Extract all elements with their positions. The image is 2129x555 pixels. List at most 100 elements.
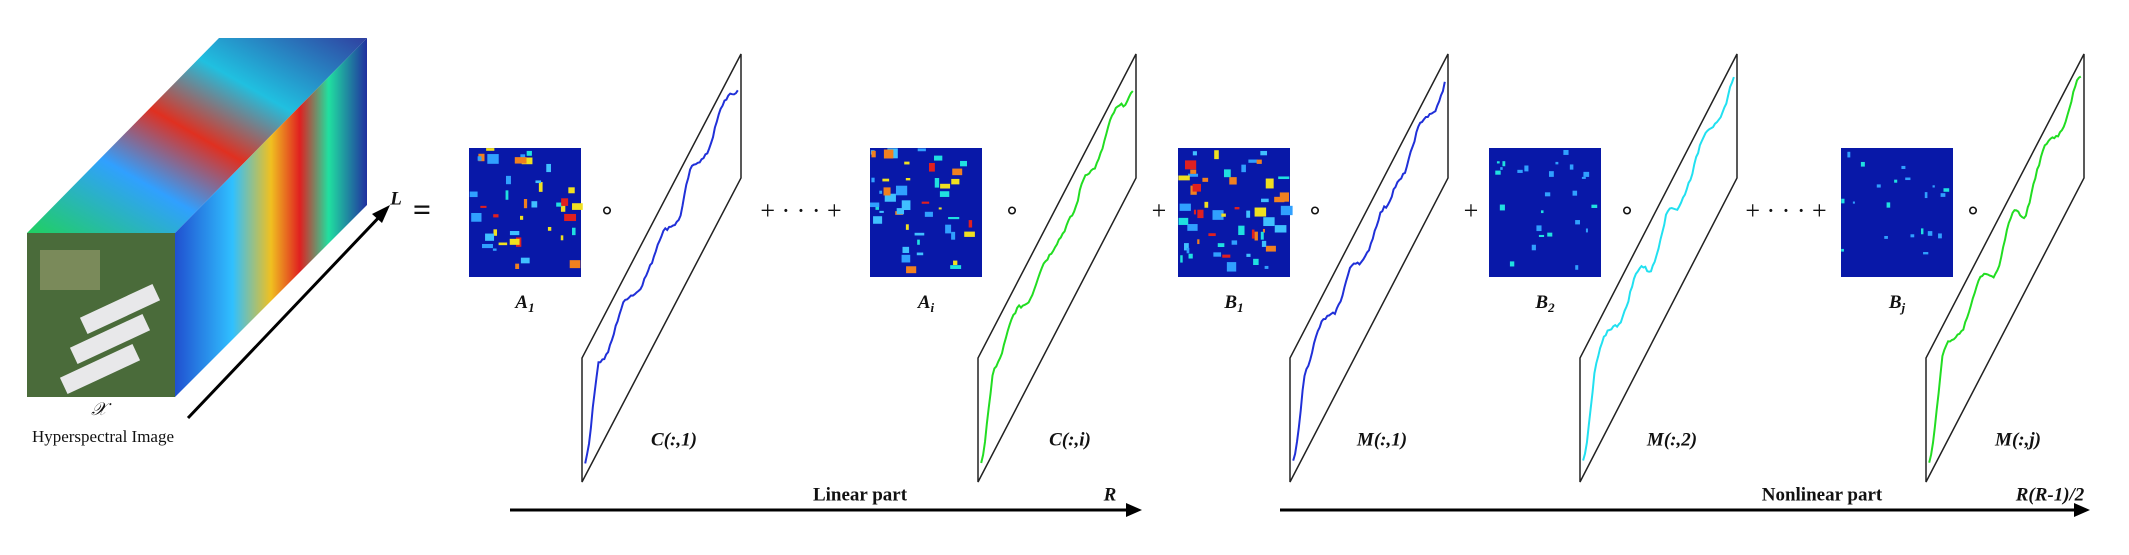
map-speck: [901, 254, 911, 263]
axis-l: [186, 210, 386, 420]
operator: ∘: [1619, 196, 1635, 225]
map-speck: [924, 211, 933, 217]
map-speck: [1585, 228, 1588, 233]
map-speck: [1212, 210, 1224, 220]
map-label: Ai: [917, 292, 935, 315]
part-end: R(R-1)/2: [2015, 484, 2085, 505]
map-speck: [1265, 178, 1274, 189]
map-speck: [1499, 204, 1505, 211]
part-end: R: [1103, 484, 1117, 505]
map-speck: [1180, 255, 1183, 263]
map-speck: [1226, 262, 1237, 272]
map-speck: [1187, 224, 1198, 231]
map-speck: [1569, 164, 1574, 170]
map-speck: [1260, 231, 1264, 240]
map-speck: [1509, 261, 1515, 267]
part-label: Nonlinear part: [1762, 484, 1883, 505]
map-speck: [1841, 248, 1844, 252]
map-speck: [1575, 265, 1579, 270]
map-speck: [914, 232, 925, 236]
map-speck: [520, 215, 524, 220]
label-main: A: [514, 292, 528, 313]
map-speck: [569, 260, 581, 269]
map-speck: [546, 163, 551, 173]
profile-panel: [977, 53, 1137, 483]
map-speck: [498, 242, 508, 246]
map-speck: [879, 210, 884, 213]
map-speck: [905, 224, 909, 230]
map-speck: [879, 190, 883, 194]
map-speck: [514, 157, 527, 164]
map-speck: [934, 155, 943, 161]
map-speck: [1246, 253, 1251, 257]
abundance-map: [1489, 148, 1601, 277]
map-speck: [1555, 161, 1559, 165]
operator: + · · · +: [760, 196, 841, 225]
map-speck: [556, 202, 563, 207]
arrow-head: [2074, 503, 2090, 517]
label-main: B: [1534, 292, 1548, 313]
operator: + · · · +: [1745, 196, 1826, 225]
map-speck: [921, 201, 930, 204]
abundance-map: [870, 148, 982, 277]
label-main: B: [1888, 292, 1902, 313]
map-speck: [952, 168, 963, 176]
map-speck: [904, 161, 910, 165]
label-sub: j: [1900, 300, 1906, 315]
map-speck: [1221, 213, 1226, 217]
map-speck: [1192, 183, 1201, 192]
map-speck: [884, 193, 896, 202]
map-speck: [521, 157, 533, 165]
map-speck: [493, 214, 499, 218]
map-speck: [469, 191, 478, 198]
map-speck: [1251, 229, 1255, 239]
map-speck: [870, 202, 880, 208]
map-speck: [1214, 150, 1219, 160]
map-speck: [1581, 176, 1586, 179]
map-speck: [1575, 220, 1580, 225]
profile-panel: [1289, 53, 1449, 483]
map-speck: [1847, 151, 1851, 158]
map-speck: [560, 235, 564, 241]
map-speck: [950, 265, 962, 269]
map-speck: [1920, 228, 1924, 235]
map-speck: [1222, 254, 1231, 258]
spectral-profile: [1928, 75, 2082, 463]
operator: ∘: [1965, 196, 1981, 225]
map-speck: [968, 220, 973, 228]
map-speck: [1496, 161, 1500, 164]
map-speck: [1910, 234, 1915, 238]
map-speck: [1188, 253, 1193, 259]
map-speck: [492, 248, 497, 251]
map-speck: [1178, 217, 1189, 225]
operator: +: [1152, 196, 1167, 225]
map-speck: [1280, 205, 1293, 216]
map-speck: [1540, 210, 1544, 214]
map-label: B2: [1534, 292, 1555, 315]
abundance-map: [1841, 148, 1953, 277]
map-speck: [1263, 217, 1275, 227]
map-speck: [568, 187, 575, 194]
map-speck: [1547, 232, 1553, 237]
map-speck: [1213, 252, 1222, 257]
axis-label: L: [389, 188, 402, 209]
map-speck: [871, 177, 875, 183]
map-speck: [1193, 209, 1197, 215]
label-sub: 1: [528, 300, 535, 315]
map-speck: [1279, 192, 1290, 202]
map-speck: [902, 246, 910, 253]
map-speck: [1197, 209, 1204, 219]
map-speck: [934, 178, 940, 188]
label-main: B: [1223, 292, 1237, 313]
map-speck: [572, 227, 576, 236]
arrow-head: [372, 205, 390, 223]
map-speck: [1265, 245, 1276, 252]
map-speck: [1876, 184, 1881, 188]
map-speck: [535, 180, 542, 184]
profile-panel: [1579, 53, 1738, 483]
map-speck: [1274, 196, 1285, 203]
profile-panel: [581, 53, 742, 483]
map-speck: [1262, 228, 1265, 233]
map-speck: [953, 260, 958, 266]
map-speck: [1538, 234, 1545, 237]
